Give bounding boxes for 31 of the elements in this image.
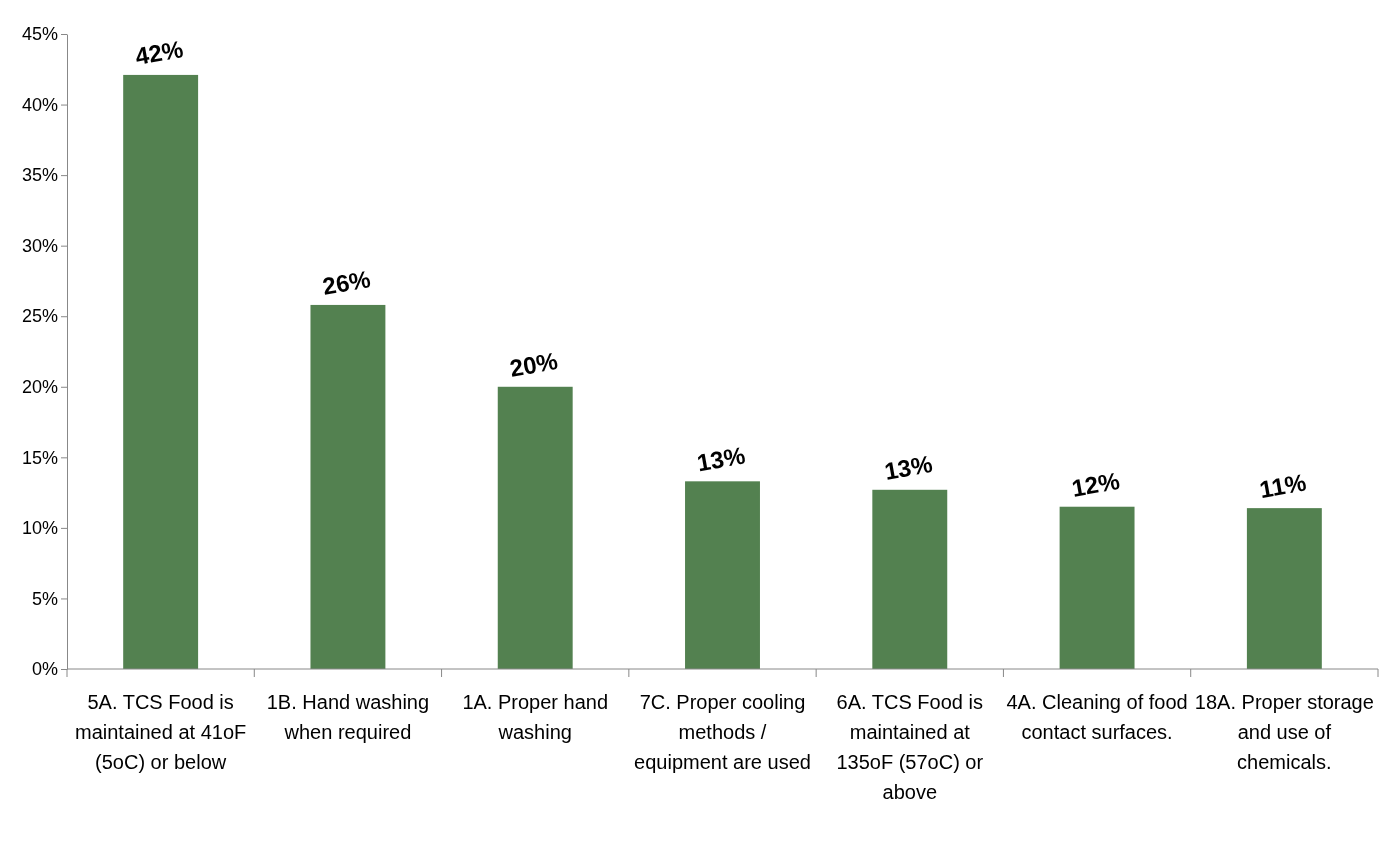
y-tick-label: 15% bbox=[21, 447, 58, 468]
data-label: 20% bbox=[507, 346, 560, 382]
bar bbox=[685, 481, 760, 669]
bar bbox=[872, 489, 948, 669]
data-label: 26% bbox=[320, 265, 373, 301]
x-tick-label: 18A. Proper storage and use of chemicals. bbox=[1194, 691, 1374, 773]
bar bbox=[123, 74, 199, 669]
bar bbox=[1246, 508, 1322, 669]
x-tick-label: 6A. TCS Food is maintained at 135oF (57oC) or above bbox=[836, 691, 984, 803]
x-tick-label: 4A. Cleaning of food contact surfaces. bbox=[1006, 691, 1188, 743]
y-tick-label: 10% bbox=[21, 518, 58, 539]
data-label: 12% bbox=[1069, 466, 1122, 502]
bar bbox=[497, 386, 573, 669]
y-tick-label: 25% bbox=[21, 306, 58, 327]
y-tick-label: 40% bbox=[21, 94, 58, 115]
y-tick-label: 0% bbox=[31, 659, 58, 680]
x-tick-label: 1B. Hand washing when required bbox=[266, 691, 430, 743]
data-label: 13% bbox=[882, 449, 935, 485]
data-label: 13% bbox=[695, 441, 748, 477]
x-tick-label: 1A. Proper hand washing bbox=[462, 691, 609, 743]
y-tick-label: 20% bbox=[21, 377, 58, 398]
data-label: 42% bbox=[133, 35, 186, 71]
y-tick-label: 5% bbox=[31, 588, 58, 609]
y-tick-label: 45% bbox=[21, 24, 58, 45]
y-tick-label: 35% bbox=[21, 165, 58, 186]
bar bbox=[310, 304, 386, 669]
data-label: 11% bbox=[1257, 468, 1309, 504]
y-tick-label: 30% bbox=[21, 235, 58, 256]
x-tick-label: 5A. TCS Food is maintained at 41oF (5oC) or below bbox=[75, 691, 247, 773]
bar bbox=[1059, 506, 1135, 669]
x-tick-label: 7C. Proper cooling methods / equipment are used bbox=[634, 691, 811, 773]
